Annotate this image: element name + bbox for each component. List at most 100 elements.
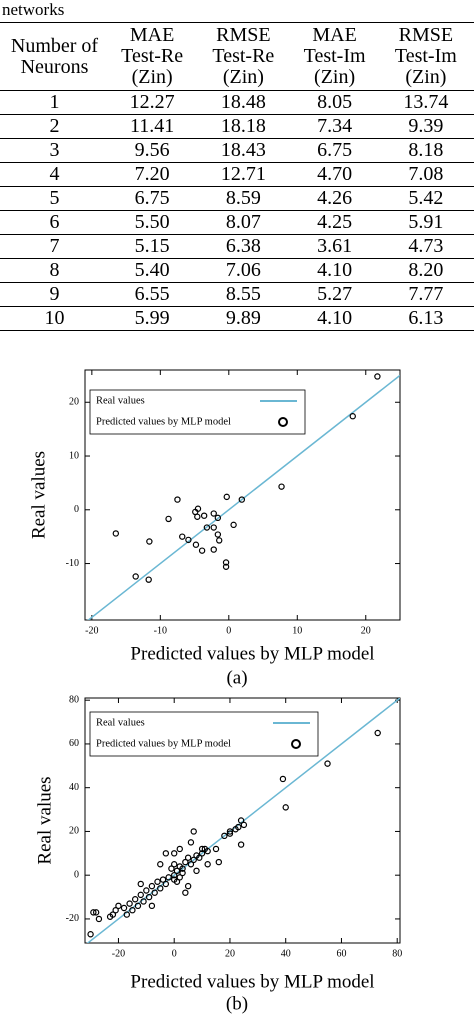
data-point — [123, 911, 131, 918]
data-point — [137, 880, 144, 888]
table-row: 3 9.56 18.43 6.75 8.18 — [0, 138, 474, 163]
table-cell: 12.71 — [195, 162, 292, 187]
data-point — [126, 900, 133, 907]
table-cell: 4.73 — [377, 234, 474, 259]
table-cell: 3.61 — [291, 234, 378, 259]
data-point — [159, 876, 167, 883]
data-point — [157, 885, 164, 892]
x-tick-label: 80 — [392, 948, 402, 959]
y-axis-label: Real values — [34, 776, 55, 864]
table-cell: 5.50 — [109, 210, 196, 235]
table-cell: 7.77 — [377, 282, 474, 307]
table-cell: 2 — [0, 114, 109, 139]
data-point — [162, 880, 170, 888]
figure-caption: (b) — [226, 993, 248, 1014]
data-point — [240, 821, 248, 829]
y-tick-label: 20 — [69, 397, 79, 408]
table-cell: 12.27 — [109, 90, 196, 115]
x-tick-label: 0 — [226, 625, 231, 636]
x-tick-label: -10 — [154, 625, 167, 636]
y-tick-label: 0 — [74, 504, 79, 515]
table-body: 1 12.27 18.48 8.05 13.74 2 11.41 18.18 7.34 9.39 3… — [0, 90, 474, 331]
data-point — [106, 913, 114, 920]
data-point — [148, 882, 156, 890]
data-point — [238, 496, 246, 503]
table-cell: 6.75 — [291, 138, 378, 163]
table-cell: 18.18 — [195, 114, 292, 139]
y-tick-label: 0 — [74, 869, 79, 880]
y-tick-label: 10 — [69, 450, 79, 461]
data-point — [237, 817, 245, 824]
table-row: 1 12.27 18.48 8.05 13.74 — [0, 90, 474, 115]
data-point — [134, 902, 142, 910]
x-tick-label: -20 — [112, 948, 125, 959]
data-point — [182, 858, 189, 866]
y-tick-label: -10 — [66, 558, 79, 569]
figure-caption: (a) — [226, 667, 247, 688]
data-point — [143, 887, 150, 894]
data-point — [324, 760, 331, 767]
data-point — [176, 863, 183, 870]
x-tick-label: 60 — [336, 948, 346, 959]
table-cell: 4.26 — [291, 186, 378, 211]
reference-line — [86, 698, 400, 943]
data-point — [215, 858, 223, 866]
data-point — [171, 850, 178, 857]
table-cell: 6.55 — [109, 282, 196, 307]
data-point — [87, 931, 94, 938]
table-cell: 8.05 — [291, 90, 378, 115]
data-point — [165, 874, 172, 881]
data-point — [162, 850, 170, 857]
data-point — [278, 483, 285, 490]
data-point — [129, 906, 136, 914]
data-point — [222, 559, 230, 566]
table-cell: 5.42 — [377, 186, 474, 211]
table-cell: 11.41 — [109, 114, 196, 139]
data-point — [210, 546, 217, 553]
data-point — [179, 869, 186, 877]
data-point — [230, 521, 237, 529]
data-point — [279, 775, 287, 783]
table-row: 6 5.50 8.07 4.25 5.91 — [0, 210, 474, 235]
data-point — [187, 861, 195, 868]
data-point — [194, 513, 201, 520]
data-point — [210, 524, 217, 531]
data-point — [226, 828, 234, 835]
x-axis-label: Predicted values by MLP model — [130, 643, 374, 664]
y-axis-label: Real values — [28, 451, 49, 539]
data-point — [95, 915, 103, 923]
data-point — [90, 909, 97, 916]
table-cell: 8.55 — [195, 282, 292, 307]
plot-frame — [84, 369, 401, 621]
reference-line — [87, 374, 400, 620]
data-point — [168, 865, 175, 872]
table-cell: 4.10 — [291, 306, 378, 331]
table-row: 10 5.99 9.89 4.10 6.13 — [0, 306, 474, 331]
data-point — [187, 839, 195, 846]
table-cell: 3 — [0, 138, 109, 163]
data-point — [235, 823, 242, 831]
table-cell: 9.89 — [195, 306, 292, 331]
data-point — [146, 538, 153, 545]
table-cell: 6 — [0, 210, 109, 235]
data-point — [145, 893, 153, 901]
legend-swatch — [291, 739, 301, 749]
table-cell: 4.10 — [291, 258, 378, 283]
table-cell: 9.39 — [377, 114, 474, 139]
table-cell: 1 — [0, 90, 109, 115]
y-tick-label: 40 — [69, 782, 79, 793]
caption: networks — [2, 0, 65, 19]
table-cell: 7.06 — [195, 258, 292, 283]
data-point — [112, 906, 119, 914]
table-cell: 13.74 — [377, 90, 474, 115]
data-point — [174, 496, 181, 503]
data-point — [185, 536, 192, 544]
table-cell: 9.56 — [109, 138, 196, 163]
header-cell: Number of Neurons — [0, 22, 109, 91]
header-cell: MAE Test-Im (Zin) — [291, 22, 378, 91]
data-point — [194, 505, 202, 512]
table-row: 8 5.40 7.06 4.10 8.20 — [0, 258, 474, 283]
data-point — [210, 510, 217, 517]
